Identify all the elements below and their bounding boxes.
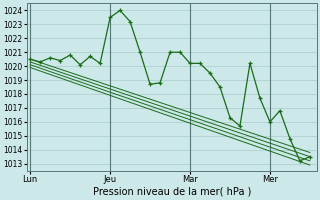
X-axis label: Pression niveau de la mer( hPa ): Pression niveau de la mer( hPa ) [92, 187, 251, 197]
